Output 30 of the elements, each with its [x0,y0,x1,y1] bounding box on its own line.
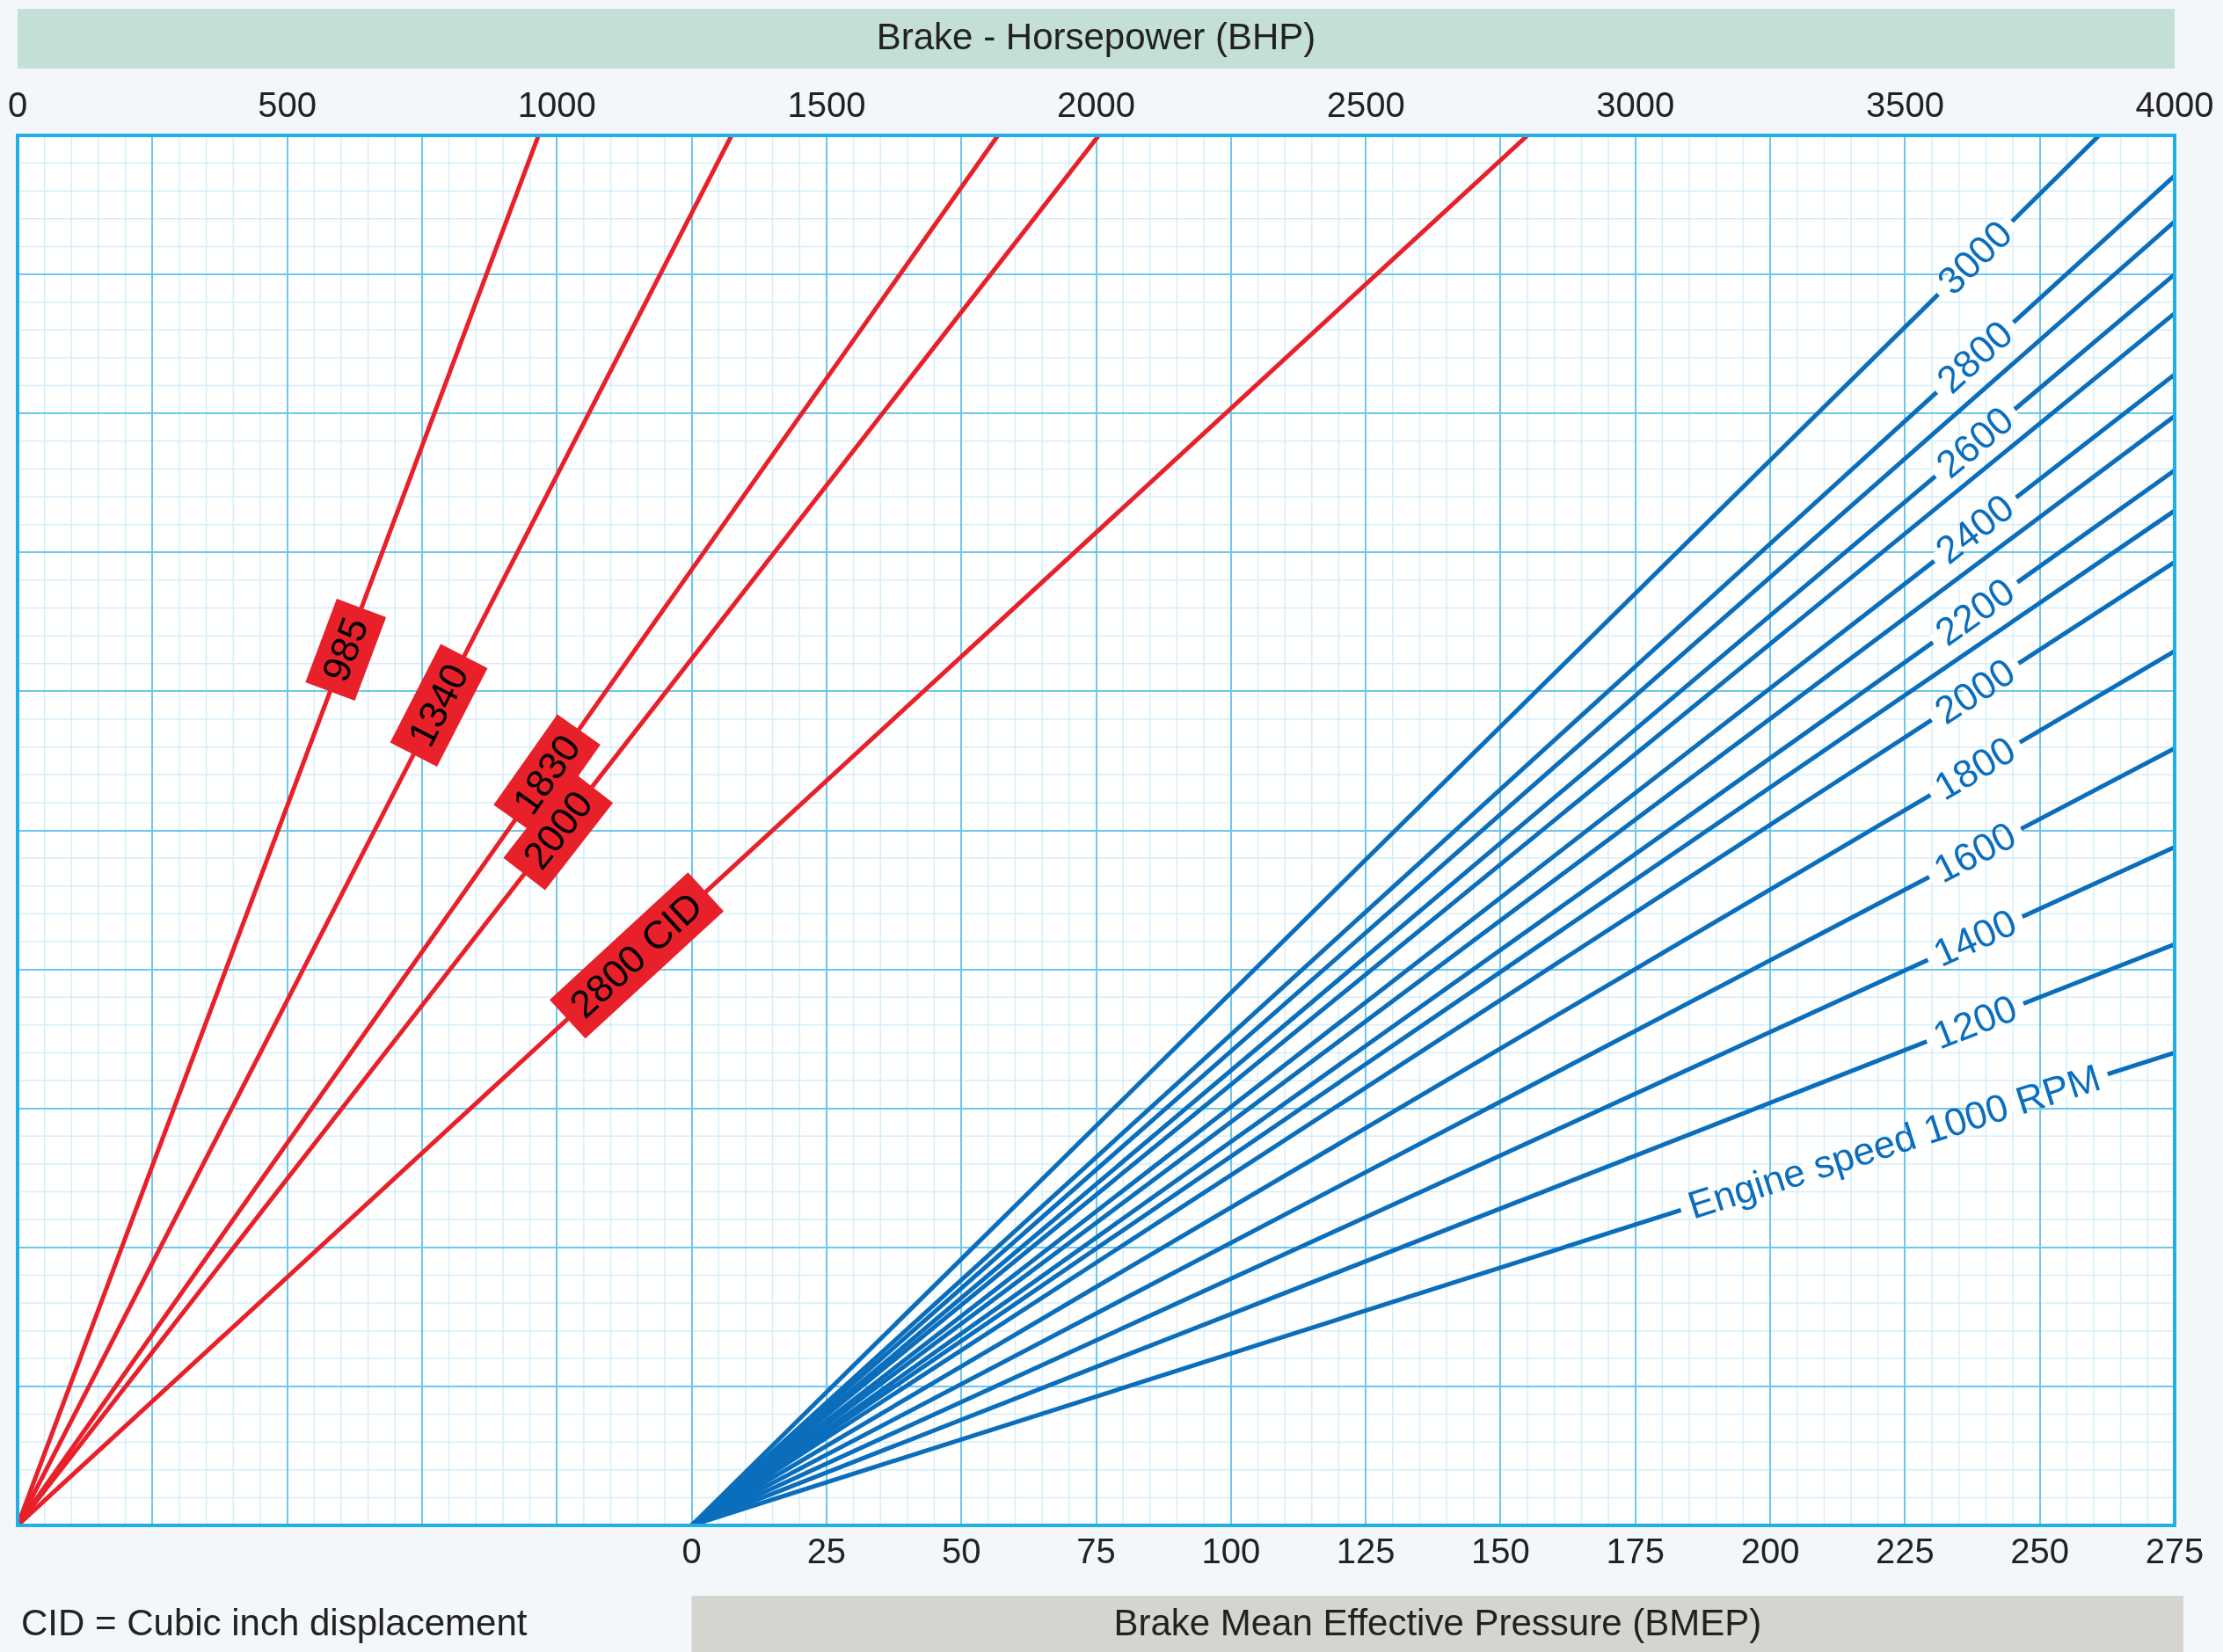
x-axis-title: Brake Mean Effective Pressure (BMEP) [1113,1601,1762,1643]
x-tick-label: 100 [1201,1532,1261,1571]
x-tick-label: 0 [681,1532,702,1571]
text: 1340 [398,656,477,753]
text: 1600 [1926,812,2023,891]
x2-tick-label: 3000 [1596,85,1675,125]
x2-tick-label: 3500 [1865,85,1944,125]
x-tick-label: 225 [1876,1532,1935,1571]
x-tick-label: 175 [1606,1532,1665,1571]
x-tick-label: 150 [1471,1532,1530,1571]
x-tick-label: 125 [1336,1532,1396,1571]
text: CID = Cubic inch displacement [21,1601,528,1643]
text: 985 [313,611,376,688]
x2-tick-label: 0 [7,85,28,125]
text: 1400 [1926,899,2023,975]
x2-tick-label: 2500 [1326,85,1405,125]
x-tick-label: 75 [1076,1532,1116,1571]
text: 1200 [1927,986,2023,1058]
x-tick-label: 25 [806,1532,847,1571]
x2-tick-label: 1500 [787,85,866,125]
x2-tick-label: 4000 [2135,85,2214,125]
x-tick-label: 200 [1740,1532,1800,1571]
x2-tick-label: 1000 [517,85,596,125]
text: Engine speed 1000 RPM [1682,1055,2106,1227]
x2-axis-title: Brake - Horsepower (BHP) [876,15,1316,57]
x2-tick-label: 2000 [1057,85,1135,125]
x2-tick-label: 500 [258,85,317,125]
x-tick-label: 275 [2145,1532,2205,1571]
x-tick-label: 50 [941,1532,981,1571]
x-tick-label: 250 [2010,1532,2070,1571]
